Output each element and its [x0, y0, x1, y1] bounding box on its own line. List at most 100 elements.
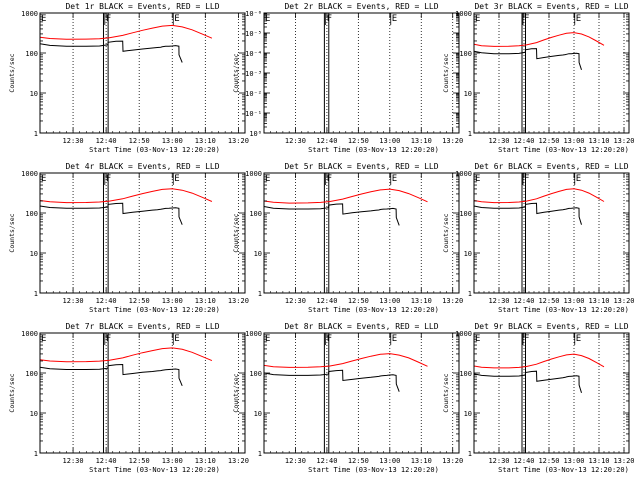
series-lld-line	[263, 353, 428, 368]
x-tick-label: 13:00	[379, 137, 400, 145]
y-tick-label: 1	[34, 130, 38, 138]
x-tick-label: 12:50	[538, 457, 559, 465]
x-axis-label: Start Time (03-Nov-13 12:20:20)	[308, 466, 439, 474]
y-axis-label: Counts/sec	[442, 213, 450, 252]
marker-label: F	[106, 334, 111, 344]
y-tick-label: 100	[25, 370, 38, 378]
x-axis-label: Start Time (03-Nov-13 12:20:20)	[308, 146, 439, 154]
y-tick-label: 1000	[245, 170, 262, 178]
x-tick-label: 12:50	[129, 137, 150, 145]
y-tick-label: 10⁰	[249, 130, 262, 138]
y-tick-label: 10	[30, 410, 38, 418]
y-tick-label: 10	[464, 410, 472, 418]
series-events-line	[39, 202, 183, 225]
panel-title: Det 8r BLACK = Events, RED = LLD	[284, 322, 438, 331]
plot-frame	[473, 332, 630, 454]
y-tick-label: 1000	[21, 10, 38, 18]
marker-label: F	[327, 14, 332, 24]
y-tick-label: 1000	[455, 330, 472, 338]
x-tick-label: 12:40	[96, 137, 117, 145]
x-tick-label: 13:20	[613, 297, 634, 305]
x-tick-label: 13:00	[379, 457, 400, 465]
x-tick-label: 12:30	[285, 457, 306, 465]
y-tick-label: 1000	[245, 330, 262, 338]
plot-frame	[39, 172, 246, 294]
y-tick-label: 100	[459, 210, 472, 218]
marker-label: E	[392, 14, 397, 24]
marker-label: F	[327, 334, 332, 344]
x-axis-label: Start Time (03-Nov-13 12:20:20)	[89, 466, 220, 474]
y-axis-label: Counts/sec	[8, 213, 16, 252]
y-tick-label: 10⁻³	[245, 70, 262, 78]
plot-frame	[39, 332, 246, 454]
y-axis-label: Counts/sec	[232, 53, 240, 92]
y-tick-label: 10	[464, 250, 472, 258]
series-events-line	[473, 48, 582, 70]
x-axis-label: Start Time (03-Nov-13 12:20:20)	[89, 306, 220, 314]
y-tick-label: 10⁻¹	[245, 110, 262, 118]
marker-label: F	[524, 174, 529, 184]
marker-label: E	[41, 174, 46, 184]
marker-label: E	[475, 334, 480, 344]
x-tick-label: 13:10	[195, 137, 216, 145]
x-tick-label: 12:50	[538, 297, 559, 305]
x-axis-label: Start Time (03-Nov-13 12:20:20)	[89, 146, 220, 154]
x-tick-label: 13:10	[588, 297, 609, 305]
x-tick-label: 12:30	[285, 297, 306, 305]
x-tick-label: 13:00	[162, 297, 183, 305]
series-events-line	[39, 40, 183, 63]
y-tick-label: 100	[459, 370, 472, 378]
marker-label: E	[41, 334, 46, 344]
panel-title: Det 1r BLACK = Events, RED = LLD	[65, 2, 219, 11]
y-axis-label: Counts/sec	[232, 373, 240, 412]
panel-det-5: Det 5r BLACK = Events, RED = LLD E F E 1 10 10…	[232, 162, 463, 314]
marker-label: F	[327, 174, 332, 184]
marker-label: E	[174, 14, 179, 24]
series-lld-line	[39, 24, 213, 40]
marker-label: F	[524, 334, 529, 344]
x-tick-label: 13:10	[588, 137, 609, 145]
marker-label: E	[576, 334, 581, 344]
x-tick-label: 13:00	[563, 137, 584, 145]
panel-det-7: Det 7r BLACK = Events, RED = LLD E F E 1 10 10…	[8, 322, 249, 474]
y-tick-label: 10	[30, 90, 38, 98]
x-tick-label: 12:30	[488, 137, 509, 145]
series-events-line	[473, 370, 582, 393]
x-axis-label: Start Time (03-Nov-13 12:20:20)	[498, 306, 629, 314]
y-axis-label: Counts/sec	[442, 53, 450, 92]
x-tick-label: 13:20	[442, 457, 463, 465]
y-axis-label: Counts/sec	[8, 53, 16, 92]
x-tick-label: 13:20	[613, 457, 634, 465]
panel-title: Det 3r BLACK = Events, RED = LLD	[474, 2, 628, 11]
x-tick-label: 13:10	[411, 457, 432, 465]
x-tick-label: 12:40	[513, 297, 534, 305]
x-tick-label: 12:40	[316, 137, 337, 145]
x-tick-label: 13:00	[162, 457, 183, 465]
y-tick-label: 1000	[21, 330, 38, 338]
panel-det-4: Det 4r BLACK = Events, RED = LLD E F E 1 10 10…	[8, 162, 249, 314]
panel-title: Det 6r BLACK = Events, RED = LLD	[474, 162, 628, 171]
marker-label: E	[475, 14, 480, 24]
marker-label: E	[41, 14, 46, 24]
y-tick-label: 1	[34, 290, 38, 298]
y-tick-label: 10	[254, 410, 262, 418]
marker-label: E	[392, 174, 397, 184]
x-tick-label: 13:10	[411, 137, 432, 145]
x-tick-label: 13:20	[228, 297, 249, 305]
x-tick-label: 12:50	[348, 457, 369, 465]
y-tick-label: 10	[254, 250, 262, 258]
y-axis-label: Counts/sec	[442, 373, 450, 412]
x-tick-label: 12:40	[96, 457, 117, 465]
panel-title: Det 5r BLACK = Events, RED = LLD	[284, 162, 438, 171]
x-tick-label: 12:50	[129, 457, 150, 465]
marker-label: E	[174, 174, 179, 184]
plot-frame	[473, 172, 630, 294]
series-events-line	[473, 202, 582, 225]
y-tick-label: 10⁻⁶	[245, 10, 262, 18]
x-tick-label: 12:30	[63, 297, 84, 305]
x-axis-label: Start Time (03-Nov-13 12:20:20)	[498, 146, 629, 154]
panel-title: Det 4r BLACK = Events, RED = LLD	[65, 162, 219, 171]
panel-det-9: Det 9r BLACK = Events, RED = LLD E F E 1 10 10…	[442, 322, 635, 474]
marker-label: F	[106, 174, 111, 184]
